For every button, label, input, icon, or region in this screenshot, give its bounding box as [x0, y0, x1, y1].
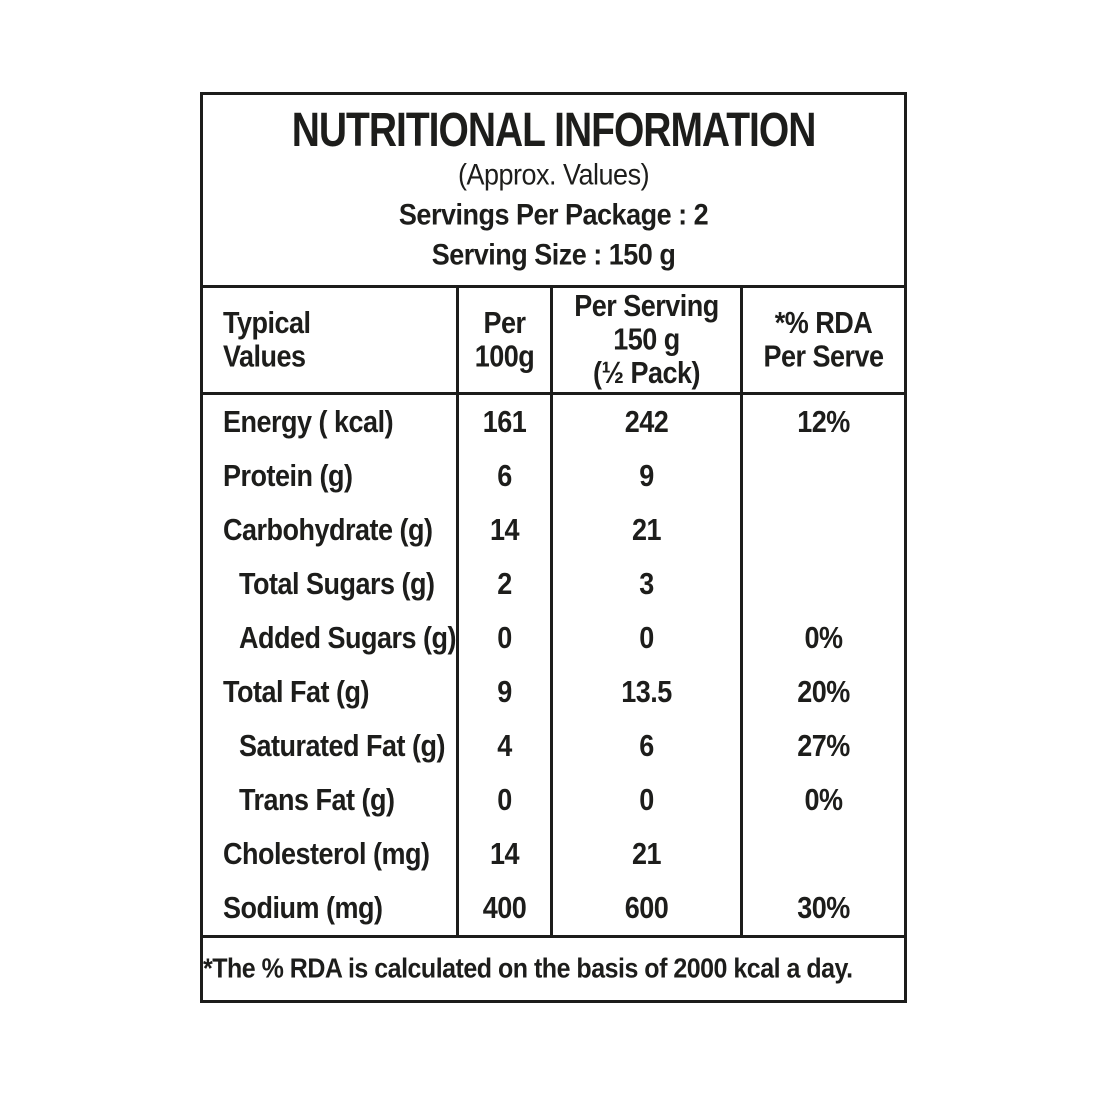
- approx-values-subtitle: (Approx. Values): [457, 158, 650, 192]
- column-header-row: Typical Values Per 100g Per Serving 150 …: [201, 286, 906, 395]
- per-serving-value: 13.5: [551, 665, 743, 719]
- nutrition-rows: Energy ( kcal) 161 242 12% Protein (g) 6 9 Carb…: [201, 393, 906, 937]
- row-label: Total Fat (g): [201, 665, 459, 719]
- per-serving-value: 600: [551, 881, 743, 937]
- rda-value: [742, 503, 906, 557]
- per-serving-value: 242: [551, 393, 743, 449]
- per-serving-value: 6: [551, 719, 743, 773]
- serving-size: Serving Size : 150 g: [431, 238, 676, 272]
- column-header-per-100g: Per 100g: [457, 286, 553, 395]
- footnote: *The % RDA is calculated on the basis of…: [201, 935, 906, 1002]
- table-row: Sodium (mg) 400 600 30%: [201, 881, 906, 937]
- rda-value: 0%: [804, 620, 844, 655]
- footnote-row: *The % RDA is calculated on the basis of…: [201, 935, 906, 1002]
- rda-value: [742, 557, 906, 611]
- per-serving-value: 0: [551, 611, 743, 665]
- per-100g-value: 2: [457, 557, 553, 611]
- table-row: Added Sugars (g) 0 0 0%: [201, 611, 906, 665]
- per-serving-value: 0: [551, 773, 743, 827]
- per-100g-value: 400: [457, 881, 553, 937]
- per-serving-value: 3: [551, 557, 743, 611]
- per-100g-value: 0: [457, 611, 553, 665]
- page-title: NUTRITIONAL INFORMATION: [291, 103, 817, 158]
- per-serving-value: 21: [551, 503, 743, 557]
- rda-value: 30%: [797, 890, 850, 925]
- per-serving-value: 21: [551, 827, 743, 881]
- table-row: Protein (g) 6 9: [201, 449, 906, 503]
- rda-value: 0%: [804, 782, 844, 817]
- row-label: Protein (g): [201, 449, 459, 503]
- row-label: Saturated Fat (g): [201, 719, 459, 773]
- rda-value: [742, 449, 906, 503]
- column-header-typical-values: Typical Values: [201, 286, 459, 395]
- rda-value: 20%: [797, 674, 850, 709]
- column-header-per-serving: Per Serving 150 g (½ Pack): [551, 286, 743, 395]
- table-row: Trans Fat (g) 0 0 0%: [201, 773, 906, 827]
- per-100g-value: 4: [457, 719, 553, 773]
- table-row: Energy ( kcal) 161 242 12%: [201, 393, 906, 449]
- column-header-rda-per-serve: *% RDA Per Serve: [741, 286, 906, 395]
- per-100g-value: 0: [457, 773, 553, 827]
- per-100g-value: 14: [457, 503, 553, 557]
- table-row: Total Sugars (g) 2 3: [201, 557, 906, 611]
- rda-value: [742, 827, 906, 881]
- table-row: Carbohydrate (g) 14 21: [201, 503, 906, 557]
- table-row: Total Fat (g) 9 13.5 20%: [201, 665, 906, 719]
- nutrition-label: NUTRITIONAL INFORMATION (Approx. Values)…: [200, 92, 908, 1003]
- rda-value: 27%: [797, 728, 850, 763]
- per-100g-value: 9: [457, 665, 553, 719]
- table-row: Cholesterol (mg) 14 21: [201, 827, 906, 881]
- row-label: Carbohydrate (g): [201, 503, 459, 557]
- table-row: Saturated Fat (g) 4 6 27%: [201, 719, 906, 773]
- rda-value: 12%: [797, 404, 850, 439]
- label-header-row: NUTRITIONAL INFORMATION (Approx. Values)…: [201, 93, 906, 288]
- per-100g-value: 14: [457, 827, 553, 881]
- row-label: Trans Fat (g): [201, 773, 459, 827]
- per-100g-value: 161: [457, 393, 553, 449]
- row-label: Cholesterol (mg): [201, 827, 459, 881]
- row-label: Added Sugars (g): [201, 611, 459, 665]
- row-label: Energy ( kcal): [201, 393, 459, 449]
- row-label: Sodium (mg): [201, 881, 459, 937]
- row-label: Total Sugars (g): [201, 557, 459, 611]
- per-100g-value: 6: [457, 449, 553, 503]
- label-header: NUTRITIONAL INFORMATION (Approx. Values)…: [201, 93, 906, 288]
- servings-per-package: Servings Per Package : 2: [398, 198, 709, 232]
- per-serving-value: 9: [551, 449, 743, 503]
